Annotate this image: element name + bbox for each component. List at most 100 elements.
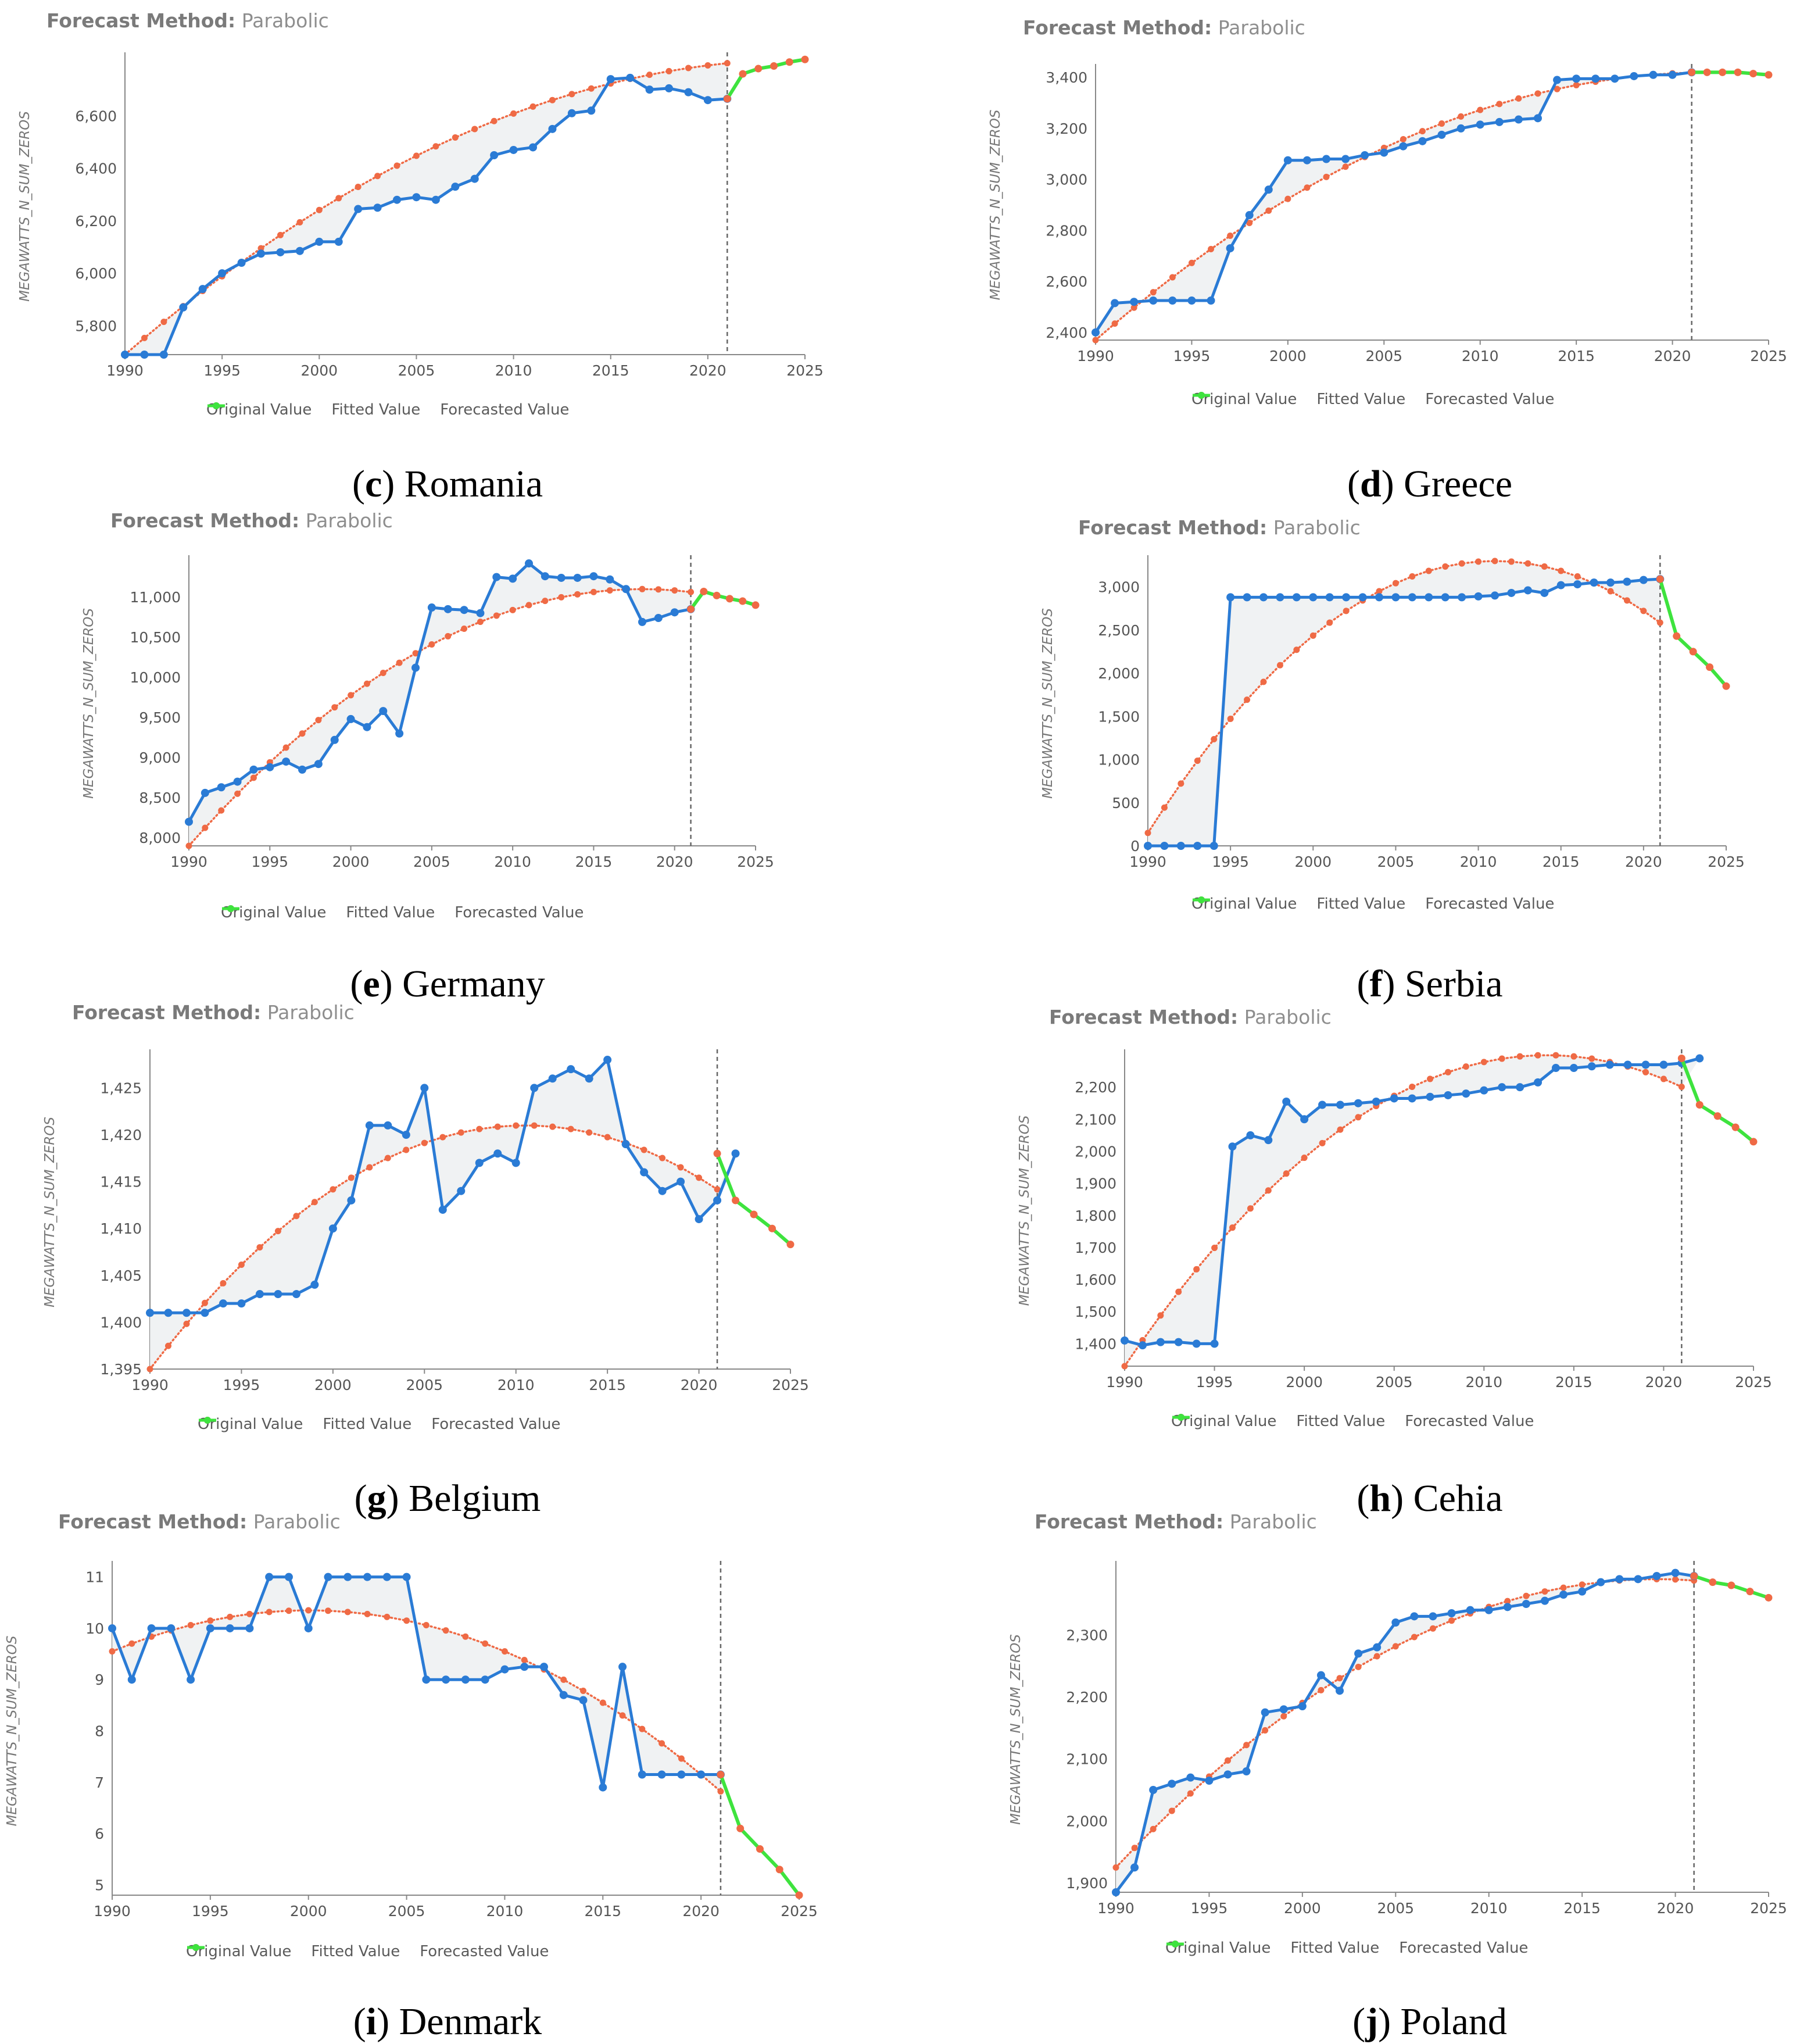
fitted-point bbox=[1607, 588, 1614, 595]
fitted-point bbox=[1112, 1864, 1119, 1871]
fitted-point bbox=[696, 1174, 703, 1181]
legend-item-fitted[interactable]: Fitted Value bbox=[222, 904, 435, 921]
fitted-point bbox=[403, 1146, 410, 1153]
original-point bbox=[226, 1624, 234, 1632]
original-point bbox=[585, 1074, 593, 1083]
y-tick-label: 8 bbox=[95, 1723, 104, 1740]
original-point bbox=[567, 109, 576, 117]
legend-label: Original Value bbox=[1191, 391, 1297, 408]
legend-item-forecast[interactable]: Forecasted Value bbox=[1193, 391, 1554, 408]
fitted-point bbox=[1409, 1083, 1416, 1090]
fitted-point bbox=[1265, 207, 1272, 214]
original-point bbox=[618, 1663, 627, 1671]
original-point bbox=[266, 763, 274, 771]
legend-label: Forecasted Value bbox=[1405, 1413, 1534, 1430]
original-point bbox=[509, 145, 518, 154]
y-tick-label: 6,400 bbox=[75, 160, 117, 177]
legend-item-original[interactable]: Original Value bbox=[1171, 1413, 1276, 1430]
fitted-point bbox=[423, 1621, 430, 1628]
fitted-point bbox=[671, 587, 678, 594]
chart-legend: Original Value Fitted Value Forecasted Val… bbox=[221, 904, 584, 921]
fitted-point bbox=[525, 602, 532, 609]
chart-legend: Original Value Fitted Value Forecasted Val… bbox=[1165, 1939, 1528, 1957]
original-point bbox=[589, 572, 598, 581]
y-tick-label: 2,300 bbox=[1066, 1627, 1108, 1643]
original-point bbox=[1408, 1094, 1416, 1103]
fitted-point bbox=[316, 206, 323, 213]
original-point bbox=[1130, 1863, 1139, 1872]
legend-item-forecast[interactable]: Forecasted Value bbox=[222, 904, 584, 921]
x-tick-label: 1995 bbox=[1196, 1374, 1233, 1391]
legend-item-fitted[interactable]: Fitted Value bbox=[1172, 1413, 1385, 1430]
fitted-point bbox=[1150, 289, 1157, 296]
legend-item-forecast[interactable]: Forecasted Value bbox=[1172, 1413, 1534, 1430]
original-point bbox=[1325, 593, 1334, 602]
legend-item-original[interactable]: Original Value bbox=[1165, 1939, 1271, 1957]
y-tick-label: 2,000 bbox=[1075, 1143, 1116, 1160]
original-point bbox=[1605, 1060, 1614, 1069]
original-point bbox=[330, 735, 339, 744]
original-point bbox=[1444, 1091, 1452, 1099]
forecast-point bbox=[700, 587, 708, 595]
legend-item-fitted[interactable]: Fitted Value bbox=[207, 401, 420, 419]
fitted-point bbox=[1392, 1643, 1399, 1650]
legend-item-forecast[interactable]: Forecasted Value bbox=[1166, 1939, 1528, 1957]
fitted-point bbox=[1227, 233, 1234, 240]
chart-panel-d: Forecast Method: Parabolic MEGAWATTS_N_SU… bbox=[910, 0, 1818, 505]
forecast-line bbox=[1680, 1057, 1755, 1144]
legend-item-fitted[interactable]: Fitted Value bbox=[1193, 895, 1405, 913]
original-point bbox=[237, 1299, 246, 1308]
original-point bbox=[1354, 1099, 1362, 1107]
original-point bbox=[1551, 1064, 1560, 1073]
x-tick-label: 2000 bbox=[300, 362, 338, 379]
x-tick-label: 1990 bbox=[1097, 1900, 1135, 1917]
legend-item-fitted[interactable]: Fitted Value bbox=[199, 1416, 411, 1433]
y-axis-label: MEGAWATTS_N_SUM_ZEROS bbox=[1040, 608, 1055, 799]
legend-item-original[interactable]: Original Value bbox=[206, 401, 312, 419]
original-point bbox=[539, 1663, 548, 1671]
original-point bbox=[276, 248, 285, 256]
legend-item-fitted[interactable]: Fitted Value bbox=[187, 1943, 400, 1960]
original-point bbox=[475, 1159, 484, 1167]
fitted-point bbox=[324, 1607, 331, 1614]
legend-item-forecast[interactable]: Forecasted Value bbox=[199, 1416, 560, 1433]
fitted-point bbox=[1660, 1075, 1667, 1082]
y-axis-label: MEGAWATTS_N_SUM_ZEROS bbox=[17, 111, 33, 302]
original-point bbox=[365, 1121, 374, 1130]
legend-item-original[interactable]: Original Value bbox=[198, 1416, 303, 1433]
fitted-point bbox=[246, 1610, 253, 1617]
original-point bbox=[1242, 1767, 1251, 1775]
chart-legend: Original Value Fitted Value Forecasted Val… bbox=[198, 1416, 560, 1433]
legend-item-fitted[interactable]: Fitted Value bbox=[1166, 1939, 1379, 1957]
fitted-point bbox=[1558, 567, 1565, 574]
forecast-point bbox=[770, 62, 778, 70]
legend-item-fitted[interactable]: Fitted Value bbox=[1193, 391, 1405, 408]
forecast-method-value: Parabolic bbox=[253, 1510, 341, 1533]
original-point bbox=[511, 1159, 520, 1167]
y-tick-label: 6 bbox=[95, 1825, 104, 1842]
fitted-point bbox=[1144, 830, 1151, 837]
fitted-point bbox=[1579, 1581, 1586, 1588]
original-point bbox=[1418, 137, 1427, 145]
y-axis-label: MEGAWATTS_N_SUM_ZEROS bbox=[1008, 1634, 1023, 1825]
forecast-point bbox=[775, 1866, 783, 1874]
original-point bbox=[1279, 1705, 1288, 1714]
legend-item-forecast[interactable]: Forecasted Value bbox=[207, 401, 569, 419]
original-point bbox=[328, 1224, 337, 1233]
original-point bbox=[599, 1783, 607, 1792]
x-tick-label: 2000 bbox=[332, 853, 370, 870]
fitted-point bbox=[1508, 558, 1515, 565]
original-point bbox=[402, 1573, 411, 1581]
fitted-point bbox=[1168, 1807, 1175, 1814]
fitted-point bbox=[348, 1174, 355, 1181]
original-point bbox=[1623, 577, 1631, 586]
y-axis-label: MEGAWATTS_N_SUM_ZEROS bbox=[5, 1636, 20, 1827]
original-point bbox=[1534, 1078, 1543, 1087]
fitted-point bbox=[1376, 588, 1383, 595]
difference-area bbox=[125, 63, 728, 355]
legend-item-forecast[interactable]: Forecasted Value bbox=[187, 1943, 549, 1960]
forecast-point bbox=[732, 1196, 740, 1205]
y-tick-label: 2,100 bbox=[1066, 1751, 1108, 1768]
original-point bbox=[1615, 1575, 1624, 1584]
legend-item-forecast[interactable]: Forecasted Value bbox=[1193, 895, 1554, 913]
